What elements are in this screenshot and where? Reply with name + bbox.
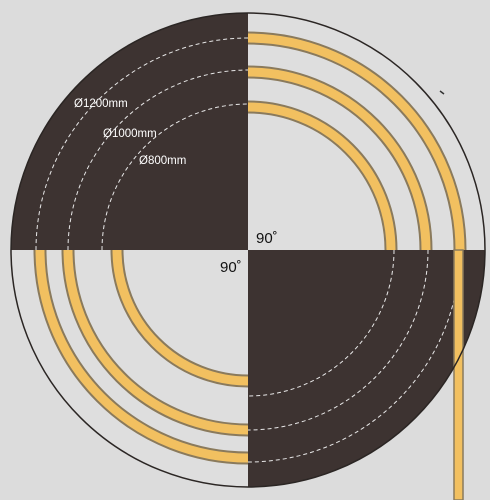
top-right-light-quadrant: [248, 13, 485, 250]
bent-strip: [112, 249, 249, 386]
guide-circle-arc: [247, 249, 395, 397]
bent-strip: [247, 67, 431, 251]
top-left-dark-quadrant: [11, 13, 248, 250]
lower-left-bent-strips: [33, 249, 249, 465]
straight-strip-body: [453, 249, 464, 500]
bent-strip: [63, 249, 249, 435]
diameter-label-1200: Ø1200mm: [74, 98, 128, 110]
bent-strip: [247, 102, 396, 251]
guide-circle-arc: [67, 69, 249, 251]
bottom-right-dark-quadrant: [248, 250, 485, 487]
outer-circle-outline: [10, 12, 486, 488]
bottom-left-light-quadrant: [11, 250, 248, 487]
straight-strip: [453, 249, 464, 500]
bent-strip: [35, 249, 249, 463]
diameter-guide-circles: [35, 37, 461, 463]
angle-label-upper: 90˚: [256, 230, 278, 247]
guide-circle-arc: [101, 103, 249, 251]
diameter-label-800: Ø800mm: [139, 155, 186, 167]
diameter-label-1000: Ø1000mm: [103, 128, 157, 140]
quadrant-backgrounds: [11, 13, 485, 487]
edge-tick-mark: [439, 90, 445, 95]
angle-label-lower: 90˚: [220, 259, 242, 276]
guide-circle-arc: [247, 249, 429, 431]
bent-strip: [247, 33, 465, 251]
upper-right-bent-strips: [247, 31, 467, 251]
